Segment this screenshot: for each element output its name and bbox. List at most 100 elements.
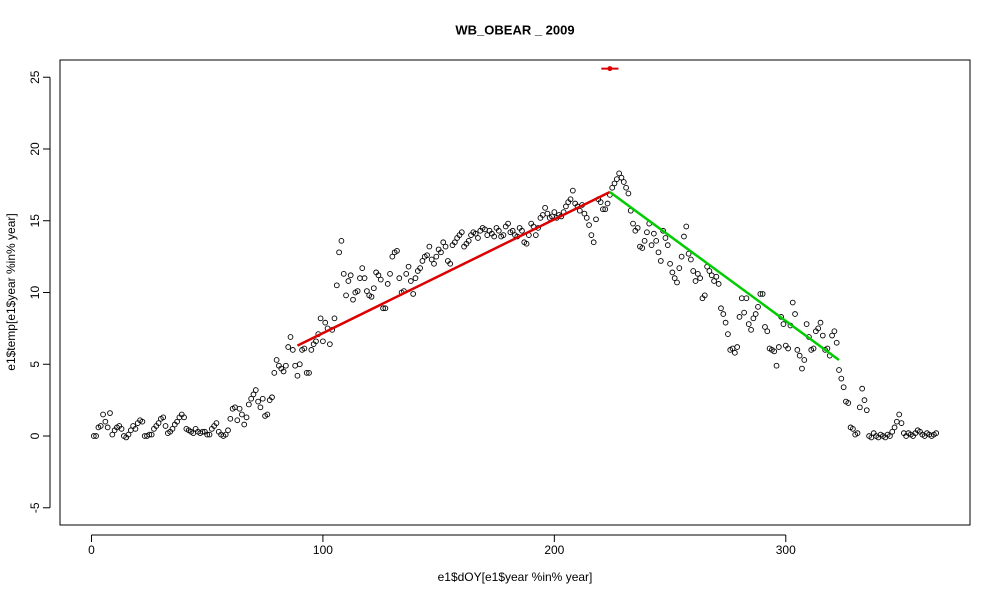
- data-point: [287, 334, 294, 340]
- data-point: [368, 293, 375, 300]
- data-point: [361, 275, 368, 281]
- data-point: [706, 268, 713, 274]
- data-point: [222, 431, 229, 438]
- data-point: [664, 242, 671, 248]
- data-point: [833, 339, 840, 346]
- data-point: [333, 282, 340, 289]
- data-point: [683, 223, 690, 230]
- data-point: [354, 288, 361, 294]
- data-point: [375, 272, 382, 279]
- data-point: [662, 235, 669, 241]
- data-point: [206, 431, 213, 438]
- data-point: [681, 233, 687, 240]
- data-point: [380, 305, 386, 312]
- data-point: [854, 430, 861, 436]
- data-point: [551, 209, 558, 215]
- data-point: [442, 243, 449, 250]
- data-point: [657, 258, 664, 264]
- data-point: [426, 243, 433, 250]
- data-point: [532, 232, 539, 238]
- data-point: [685, 250, 692, 257]
- data-point: [618, 174, 625, 181]
- data-point: [97, 423, 104, 429]
- data-point: [609, 184, 616, 191]
- y-tick-label: 15: [28, 214, 42, 228]
- data-point: [630, 220, 636, 227]
- data-point: [327, 341, 333, 348]
- data-point: [655, 249, 662, 256]
- fit-line: [296, 190, 611, 347]
- data-point: [741, 309, 747, 316]
- data-point: [607, 66, 613, 72]
- data-point: [343, 292, 349, 299]
- data-point: [863, 407, 870, 414]
- x-tick-label: 300: [776, 543, 796, 557]
- data-point: [174, 418, 180, 425]
- data-point: [146, 431, 153, 438]
- data-point: [796, 352, 803, 359]
- data-point: [697, 275, 703, 281]
- data-point: [181, 414, 187, 421]
- data-point: [711, 278, 717, 284]
- data-point: [838, 375, 845, 382]
- data-point: [403, 270, 410, 277]
- data-point: [581, 210, 588, 217]
- data-point: [243, 414, 250, 421]
- data-point: [239, 411, 245, 418]
- data-point: [586, 222, 592, 228]
- data-point: [785, 345, 791, 352]
- data-point: [458, 229, 465, 236]
- data-point: [755, 304, 761, 310]
- data-point: [306, 370, 312, 376]
- data-point: [347, 272, 354, 279]
- fit-line: [609, 191, 840, 361]
- data-point: [285, 344, 292, 350]
- data-point: [891, 424, 898, 431]
- data-point: [236, 405, 243, 412]
- data-point: [831, 328, 838, 335]
- data-point: [313, 338, 319, 345]
- data-point: [625, 190, 632, 197]
- data-point: [359, 265, 366, 271]
- data-point: [428, 256, 435, 263]
- data-point: [370, 285, 377, 292]
- data-point: [616, 170, 622, 177]
- data-point: [264, 411, 271, 418]
- data-point: [590, 239, 597, 246]
- data-point: [377, 276, 384, 283]
- data-point: [405, 263, 412, 270]
- data-point: [350, 296, 356, 303]
- data-point: [669, 269, 676, 276]
- y-tick-label: 20: [28, 142, 42, 156]
- data-point: [107, 410, 113, 416]
- data-point: [593, 216, 599, 223]
- x-tick-label: 200: [544, 543, 564, 557]
- data-point: [845, 400, 852, 406]
- data-point: [303, 370, 310, 376]
- data-point: [644, 229, 650, 236]
- data-point: [495, 227, 502, 234]
- data-point: [248, 395, 255, 402]
- data-point: [889, 428, 896, 435]
- data-point: [688, 256, 694, 263]
- data-point: [898, 420, 905, 426]
- data-point: [109, 431, 116, 438]
- data-point: [667, 260, 673, 267]
- data-point: [600, 206, 606, 213]
- data-point: [340, 270, 347, 277]
- data-point: [861, 397, 868, 403]
- data-point: [160, 414, 167, 421]
- data-point: [604, 200, 611, 207]
- data-point: [762, 324, 768, 330]
- data-point: [850, 425, 856, 432]
- data-point: [491, 233, 498, 240]
- data-point: [743, 295, 750, 302]
- data-point: [100, 411, 106, 418]
- data-point: [576, 207, 583, 214]
- data-point: [162, 423, 169, 429]
- data-point: [118, 425, 125, 432]
- plot-frame: [59, 59, 971, 526]
- data-point: [417, 265, 423, 271]
